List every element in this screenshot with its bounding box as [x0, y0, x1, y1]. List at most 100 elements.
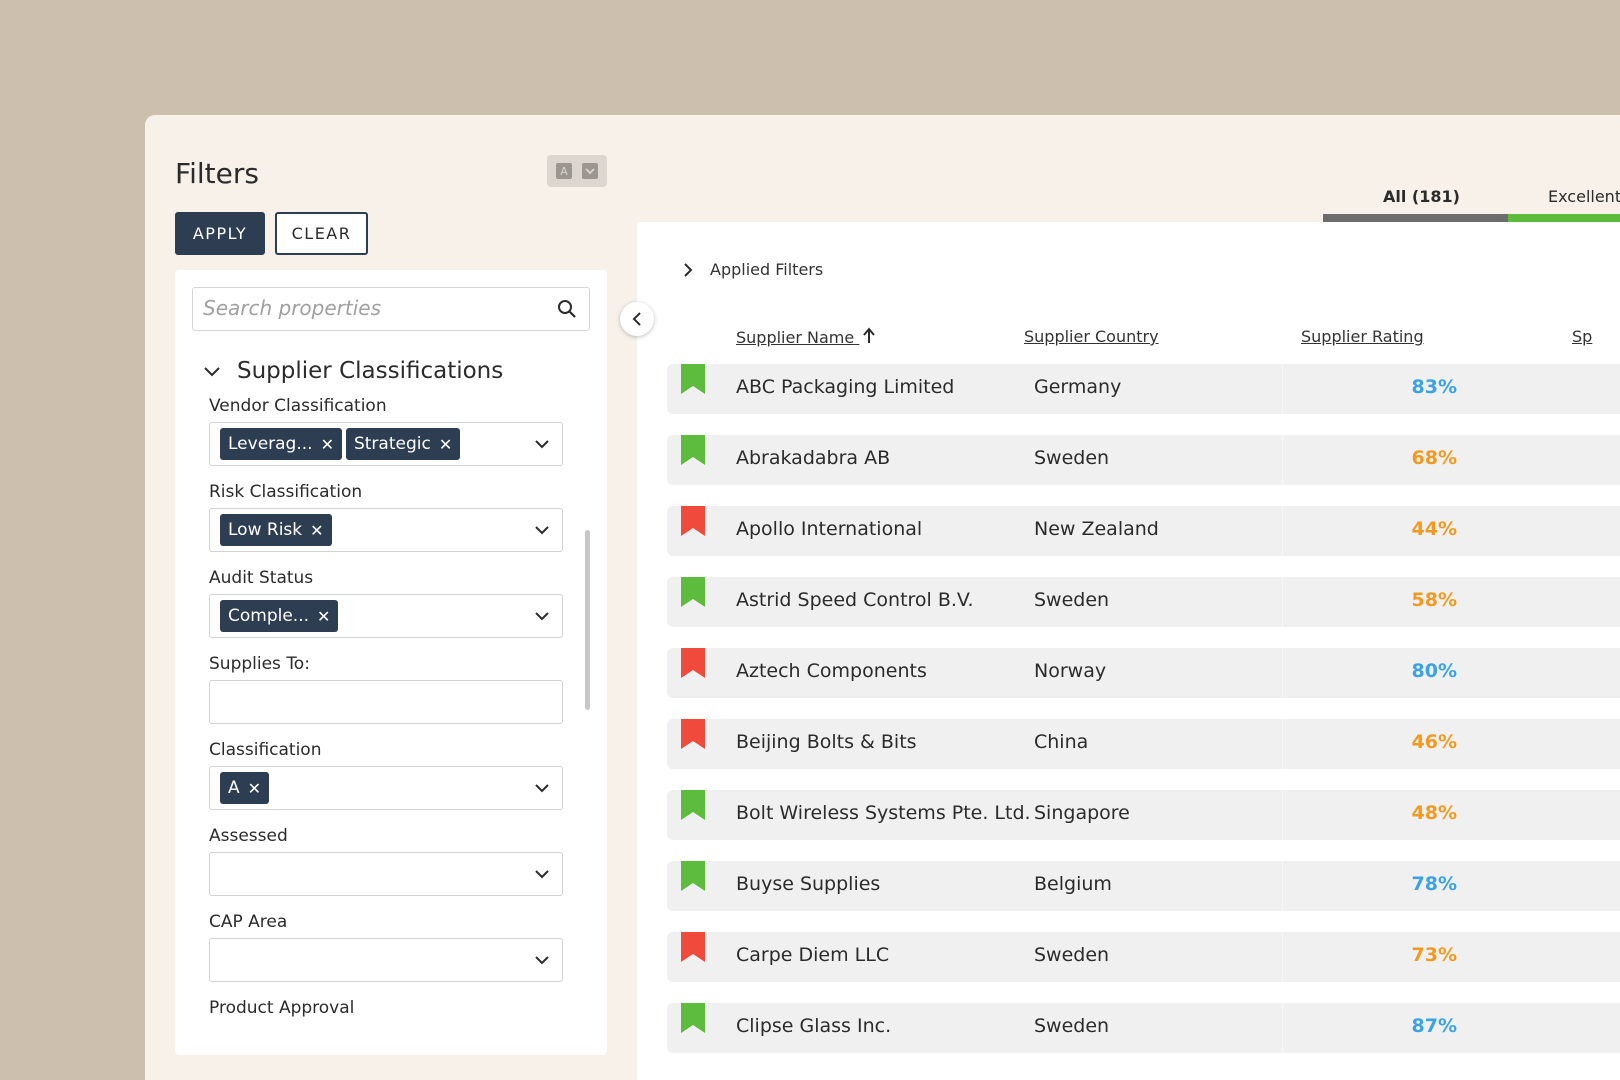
chip: Comple... ✕: [220, 600, 339, 632]
tab-excellent[interactable]: Excellent: [1548, 187, 1620, 206]
col-supplier-rating[interactable]: Supplier Rating: [1301, 327, 1424, 346]
table-row[interactable]: Clipse Glass Inc. Sweden 87%: [667, 1003, 1620, 1053]
supplier-country: Sweden: [1034, 1015, 1110, 1037]
applied-filters-toggle[interactable]: Applied Filters: [682, 260, 823, 279]
bookmark-icon[interactable]: [681, 1003, 705, 1033]
risk-classification-select[interactable]: Low Risk ✕: [209, 508, 563, 552]
column-divider: [1282, 932, 1283, 982]
column-divider: [1282, 364, 1283, 414]
bookmark-icon[interactable]: [681, 435, 705, 465]
chevron-down-icon[interactable]: [534, 780, 550, 796]
table-row[interactable]: Astrid Speed Control B.V. Sweden 58%: [667, 577, 1620, 627]
supplier-country: Sweden: [1034, 589, 1110, 611]
remove-icon[interactable]: ✕: [247, 778, 262, 798]
remove-icon[interactable]: ✕: [317, 606, 331, 626]
collapse-sidebar-button[interactable]: [620, 302, 654, 336]
supplies-to-label: Supplies To:: [209, 654, 310, 674]
classification-label: Classification: [209, 740, 322, 760]
tab-all[interactable]: All (181): [1383, 187, 1460, 206]
supplier-name[interactable]: Aztech Components: [736, 660, 927, 682]
chevron-down-icon[interactable]: [534, 522, 550, 538]
supplier-name[interactable]: Clipse Glass Inc.: [736, 1015, 892, 1037]
chip-label: Strategic: [353, 434, 431, 454]
remove-icon[interactable]: ✕: [310, 520, 324, 540]
apply-button[interactable]: APPLY: [175, 212, 265, 255]
table-row[interactable]: Apollo International New Zealand 44%: [667, 506, 1620, 556]
text-size-icon[interactable]: A: [556, 163, 572, 179]
table-row[interactable]: Buyse Supplies Belgium 78%: [667, 861, 1620, 911]
section-title: Supplier Classifications: [237, 358, 504, 384]
bookmark-icon[interactable]: [681, 861, 705, 891]
cap-area-select[interactable]: [209, 938, 563, 982]
supplies-to-input[interactable]: [209, 680, 563, 724]
table-row[interactable]: Abrakadabra AB Sweden 68%: [667, 435, 1620, 485]
search-box[interactable]: [192, 287, 590, 331]
vendor-classification-select[interactable]: Leverag... ✕ Strategic ✕: [209, 422, 563, 466]
chevron-down-icon: [204, 367, 220, 377]
supplier-name[interactable]: Astrid Speed Control B.V.: [736, 589, 974, 611]
table-row[interactable]: Beijing Bolts & Bits China 46%: [667, 719, 1620, 769]
filter-panel: Supplier Classifications Vendor Classifi…: [175, 270, 607, 1055]
applied-filters-label: Applied Filters: [710, 260, 824, 279]
audit-status-select[interactable]: Comple... ✕: [209, 594, 563, 638]
bookmark-icon[interactable]: [681, 790, 705, 820]
col-sp[interactable]: Sp: [1572, 327, 1593, 346]
search-input[interactable]: [203, 288, 543, 328]
assessed-select[interactable]: [209, 852, 563, 896]
supplier-country: Sweden: [1034, 944, 1110, 966]
chip-label: Leverag...: [228, 434, 313, 454]
col-supplier-country[interactable]: Supplier Country: [1024, 327, 1159, 346]
column-divider: [1282, 861, 1283, 911]
chevron-right-icon: [684, 262, 693, 277]
chevron-down-icon[interactable]: [534, 608, 550, 624]
panel-toggle[interactable]: A: [547, 155, 607, 187]
supplier-country: New Zealand: [1034, 518, 1159, 540]
bookmark-icon[interactable]: [681, 364, 705, 394]
supplier-name[interactable]: Bolt Wireless Systems Pte. Ltd.: [736, 802, 1031, 824]
clear-button[interactable]: CLEAR: [275, 212, 368, 255]
supplier-name[interactable]: ABC Packaging Limited: [736, 376, 955, 398]
column-divider: [1282, 790, 1283, 840]
chevron-down-icon[interactable]: [534, 866, 550, 882]
chip: Leverag... ✕: [220, 428, 342, 460]
chip: Strategic ✕: [345, 428, 461, 460]
classification-select[interactable]: A ✕: [209, 766, 563, 810]
product-approval-label: Product Approval: [209, 998, 355, 1018]
supplier-country: Singapore: [1034, 802, 1130, 824]
results-panel: Applied Filters Supplier Name Supplier C…: [637, 222, 1620, 1080]
column-divider: [1282, 506, 1283, 556]
table-row[interactable]: ABC Packaging Limited Germany 83%: [667, 364, 1620, 414]
supplier-name[interactable]: Buyse Supplies: [736, 873, 881, 895]
sort-up-icon: [863, 327, 876, 343]
table-row[interactable]: Aztech Components Norway 80%: [667, 648, 1620, 698]
table-row[interactable]: Bolt Wireless Systems Pte. Ltd. Singapore…: [667, 790, 1620, 840]
supplier-rating: 58%: [1411, 589, 1457, 611]
chevron-down-icon[interactable]: [534, 436, 550, 452]
supplier-rating: 46%: [1411, 731, 1457, 753]
bookmark-icon[interactable]: [681, 577, 705, 607]
risk-classification-label: Risk Classification: [209, 482, 363, 502]
supplier-rating: 44%: [1411, 518, 1457, 540]
remove-icon[interactable]: ✕: [320, 434, 334, 454]
bookmark-icon[interactable]: [681, 719, 705, 749]
search-icon[interactable]: [557, 299, 577, 319]
column-divider: [1282, 719, 1283, 769]
remove-icon[interactable]: ✕: [438, 434, 453, 454]
chevron-down-icon[interactable]: [582, 163, 598, 179]
chip-label: Comple...: [228, 606, 310, 626]
chevron-down-icon[interactable]: [534, 952, 550, 968]
scrollbar[interactable]: [585, 530, 590, 710]
section-supplier-classifications[interactable]: Supplier Classifications: [203, 358, 503, 384]
bookmark-icon[interactable]: [681, 648, 705, 678]
supplier-name[interactable]: Carpe Diem LLC: [736, 944, 890, 966]
supplier-name[interactable]: Apollo International: [736, 518, 923, 540]
table-row[interactable]: Carpe Diem LLC Sweden 73%: [667, 932, 1620, 982]
filters-title: Filters: [175, 157, 259, 190]
chip-label: Low Risk: [228, 520, 303, 540]
supplier-name[interactable]: Abrakadabra AB: [736, 447, 891, 469]
tab-indicator-all: [1323, 214, 1508, 222]
bookmark-icon[interactable]: [681, 506, 705, 536]
col-supplier-name[interactable]: Supplier Name: [736, 327, 876, 347]
supplier-name[interactable]: Beijing Bolts & Bits: [736, 731, 917, 753]
bookmark-icon[interactable]: [681, 932, 705, 962]
